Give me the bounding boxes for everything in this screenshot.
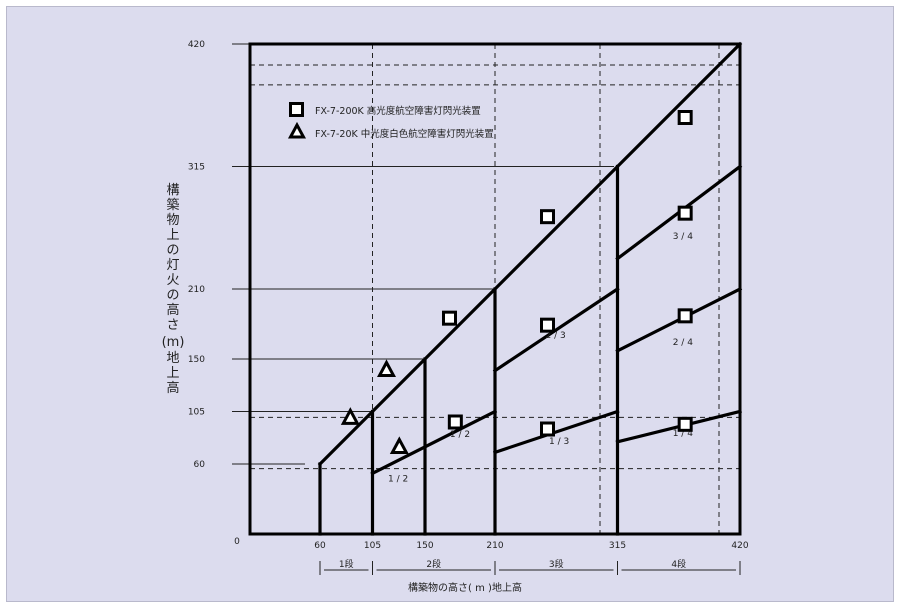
- y-axis-title-char: 火: [166, 273, 179, 288]
- legend: FX-7-200K 高光度航空障害灯閃光装置 FX-7-20K 中光度白色航空障…: [287, 102, 494, 140]
- stage-label: 4段: [671, 558, 686, 570]
- square-marker: [677, 308, 693, 324]
- x-tick-label: 420: [731, 541, 748, 551]
- y-axis-title-char: (m): [162, 335, 185, 350]
- y-axis-title-char: 築: [166, 198, 179, 213]
- x-tick-label: 150: [416, 541, 433, 551]
- y-axis-title-char: 物: [166, 213, 179, 228]
- boundary-line: [370, 409, 498, 476]
- stage-label: 2段: [426, 558, 441, 570]
- stage-label: 3段: [549, 558, 564, 570]
- triangle-marker: [340, 407, 360, 425]
- y-axis-title-char: の: [166, 243, 179, 258]
- fraction-label: 3 / 4: [673, 232, 693, 242]
- y-tick-label: 420: [188, 40, 205, 50]
- fraction-label: 1 / 4: [673, 429, 693, 439]
- plot-frame: [248, 42, 742, 536]
- grid-layer: [232, 43, 740, 534]
- diagram-panel: [6, 6, 894, 602]
- y-axis-title-char: の: [166, 288, 179, 303]
- y-tick-label: 315: [188, 163, 205, 173]
- square-marker: [677, 110, 693, 125]
- boundary-line: [492, 286, 620, 373]
- marker-layer: [340, 110, 693, 454]
- boundary-line: [492, 409, 620, 455]
- y-axis-title-char: 地: [166, 351, 179, 366]
- y-axis-title-char: 高: [166, 380, 179, 396]
- triangle-marker: [389, 436, 409, 454]
- boundary-line: [317, 41, 743, 467]
- square-marker: [442, 310, 457, 326]
- y-axis-title-char: 構: [166, 183, 179, 198]
- square-marker: [447, 414, 463, 430]
- origin-label: 0: [234, 537, 240, 547]
- y-tick-label: 210: [188, 285, 205, 295]
- y-axis-title-char: 上: [166, 228, 179, 243]
- y-axis-title-char: 灯: [166, 258, 179, 273]
- square-marker: [540, 421, 555, 437]
- x-tick-label: 315: [609, 541, 626, 551]
- y-axis-title-char: さ: [166, 318, 179, 333]
- y-tick-label: 105: [188, 408, 205, 418]
- x-tick-label: 210: [486, 541, 503, 551]
- legend-item-label: FX-7-200K 高光度航空障害灯閃光装置: [315, 105, 481, 117]
- x-tick-label: 105: [364, 541, 381, 551]
- axis-layer: 60 105 150 210 315 420 60 105 150 210 315 420 1段 2段 3段…: [188, 40, 749, 575]
- fraction-label: 2 / 4: [673, 338, 693, 348]
- square-marker: [540, 317, 555, 333]
- fraction-label: 2 / 3: [546, 331, 566, 341]
- x-tick-label: 60: [314, 541, 326, 551]
- fraction-label: 1 / 3: [549, 437, 569, 447]
- fraction-label: 1 / 2: [450, 430, 470, 440]
- square-marker: [677, 205, 693, 221]
- y-axis-title-char: 上: [166, 366, 179, 381]
- y-axis-title-char: 高: [166, 302, 179, 318]
- legend-triangle-marker: [287, 121, 307, 139]
- fraction-label: 1 / 2: [388, 475, 408, 485]
- y-tick-label: 60: [194, 460, 206, 470]
- y-axis-title: 構 築 物 上 の 灯 火 の 高 さ (m) 地 上 高: [162, 183, 185, 396]
- stage-label: 1段: [339, 558, 354, 570]
- square-marker: [677, 416, 693, 432]
- legend-square-marker: [289, 102, 304, 117]
- triangle-marker: [376, 359, 397, 377]
- square-marker: [540, 209, 555, 225]
- x-axis-title: 構築物の高さ( m )地上高: [408, 581, 522, 594]
- y-tick-label: 150: [188, 355, 205, 365]
- legend-item-label: FX-7-20K 中光度白色航空障害灯閃光装置: [315, 128, 494, 140]
